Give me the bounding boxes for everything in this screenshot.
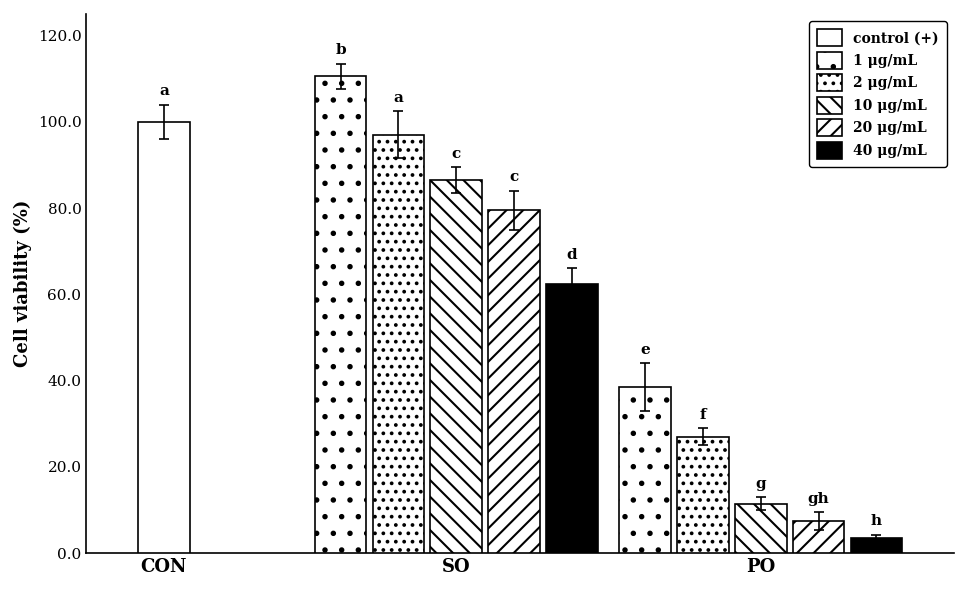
Text: h: h (871, 514, 882, 528)
Bar (677, 437, 729, 553)
Y-axis label: Cell viability (%): Cell viability (%) (14, 200, 32, 367)
Text: gh: gh (807, 492, 830, 506)
Text: d: d (566, 248, 577, 262)
Text: e: e (640, 343, 650, 357)
Text: c: c (452, 146, 461, 160)
Text: a: a (393, 90, 404, 104)
Bar (431, 180, 482, 553)
Bar (793, 521, 844, 553)
Text: c: c (509, 171, 519, 184)
Bar (138, 122, 190, 553)
Bar (373, 135, 424, 553)
Bar (488, 210, 540, 553)
Bar (315, 77, 367, 553)
Text: f: f (700, 408, 707, 422)
Text: a: a (159, 84, 168, 98)
Bar (851, 538, 902, 553)
Bar (546, 284, 598, 553)
Legend: control (+), 1 μg/mL, 2 μg/mL, 10 μg/mL, 20 μg/mL, 40 μg/mL: control (+), 1 μg/mL, 2 μg/mL, 10 μg/mL,… (808, 21, 947, 167)
Bar (620, 387, 671, 553)
Text: b: b (335, 43, 346, 57)
Text: g: g (755, 477, 766, 491)
Bar (735, 504, 787, 553)
